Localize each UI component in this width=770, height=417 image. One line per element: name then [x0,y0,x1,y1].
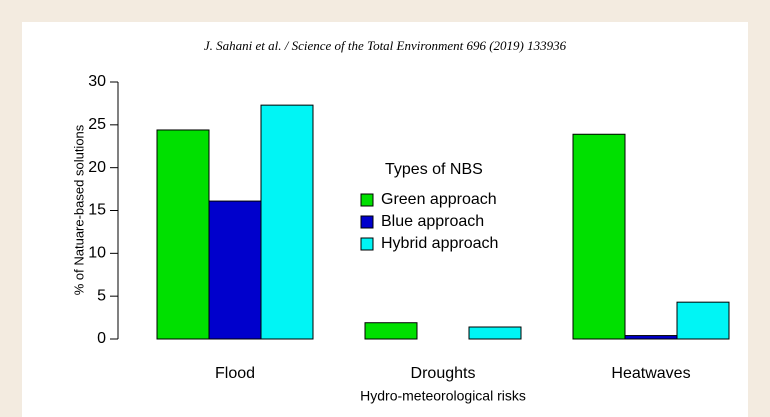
bar [624,335,678,340]
bar [156,129,210,340]
bar [260,104,314,340]
y-tick-label: 0 [97,330,106,347]
legend-swatch [360,215,374,229]
bar [208,200,262,340]
y-tick-label: 5 [97,287,106,304]
legend-swatch [360,237,374,251]
bar [468,326,522,340]
legend-title: Types of NBS [385,161,483,178]
x-tick-label: Droughts [411,365,476,382]
y-tick-label: 20 [88,159,106,176]
x-tick-label: Flood [215,365,255,382]
legend-label: Blue approach [381,213,484,230]
legend-swatch [360,193,374,207]
header: J. Sahani et al. / Science of the Total … [204,38,567,53]
legend-label: Hybrid approach [381,235,498,252]
x-tick-label: Heatwaves [611,365,690,382]
panel [22,22,748,417]
bar [676,301,730,340]
y-axis-label: % of Natuare-based solutions [71,124,86,295]
y-tick-label: 25 [88,116,106,133]
bar [572,133,626,340]
bar [364,322,418,340]
x-axis-label: Hydro-meteorological risks [360,388,526,404]
y-tick-label: 30 [88,73,106,90]
legend-label: Green approach [381,191,497,208]
y-tick-label: 10 [88,245,106,262]
y-tick-label: 15 [88,202,106,219]
